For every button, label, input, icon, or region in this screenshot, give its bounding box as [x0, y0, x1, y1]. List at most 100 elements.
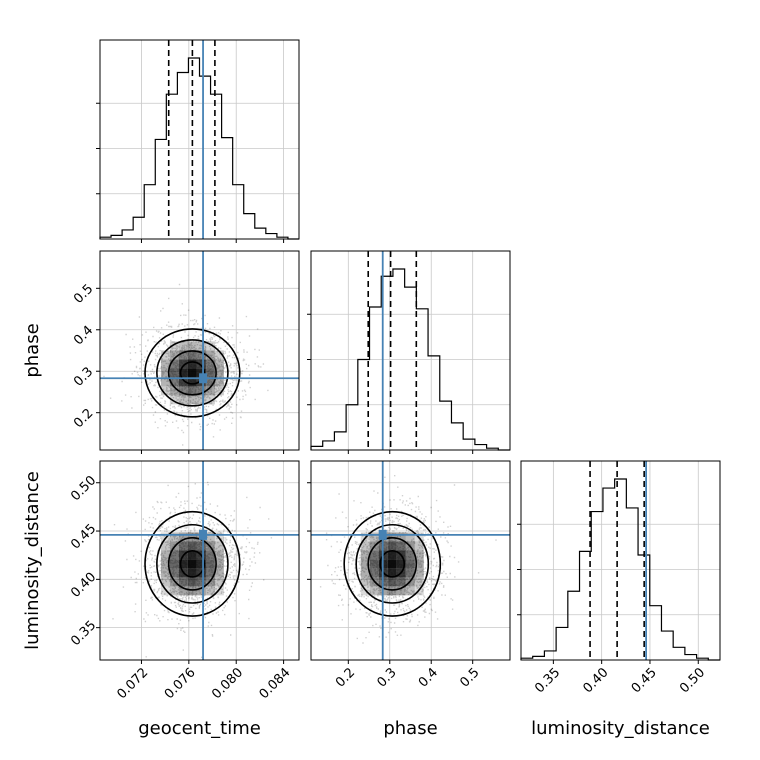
density-cell [196, 341, 206, 351]
density-cell [196, 350, 206, 360]
contour-3 [343, 510, 442, 617]
x-axis-label-geocent_time: geocent_time [138, 718, 261, 739]
density-cell [169, 586, 179, 596]
panel-frame [99, 460, 300, 661]
density-cell [196, 577, 206, 587]
density-cell [160, 368, 170, 378]
y-tick-label: 0.4 [71, 323, 96, 348]
y-tick-label: 0.3 [71, 365, 96, 390]
density-cell [160, 559, 170, 569]
density-cell [214, 541, 224, 551]
density-cell [369, 568, 379, 578]
density-cell [178, 359, 188, 369]
hist-panel-geocent_time [96, 39, 300, 243]
x-tick-label: 0.45 [629, 665, 660, 696]
density-cell [214, 568, 224, 578]
density-cell [169, 359, 179, 369]
density-cell [196, 559, 206, 569]
contour-2 [156, 523, 229, 604]
x-tick-label: 0.4 [416, 665, 441, 690]
density-cell [205, 532, 215, 542]
density-cell [205, 586, 215, 596]
density-cell [360, 541, 370, 551]
density-cell [214, 586, 224, 596]
density-cell [414, 541, 424, 551]
hist-panel-luminosity_distance [517, 460, 721, 664]
contour-1 [367, 536, 418, 591]
density-cell [387, 586, 397, 596]
density-cell [205, 568, 215, 578]
contour-0 [179, 361, 206, 385]
density-cell [187, 395, 197, 405]
x-tick-label: 0.080 [209, 665, 246, 702]
density-cell [160, 586, 170, 596]
truth-point [199, 373, 208, 384]
contour-0 [179, 550, 206, 578]
density-cell [169, 377, 179, 387]
density-cell [214, 550, 224, 560]
density-cell [178, 577, 188, 587]
density-cell [214, 577, 224, 587]
density-cell [160, 532, 170, 542]
density-cell [387, 550, 397, 560]
density-cell [214, 386, 224, 396]
x-tick-label: 0.5 [457, 665, 482, 690]
density-cell [160, 377, 170, 387]
density-cell [205, 377, 215, 387]
density-cell [169, 568, 179, 578]
density-cell [205, 350, 215, 360]
contour-1 [167, 536, 217, 591]
density-cell [196, 368, 206, 378]
density-cell [405, 586, 415, 596]
histogram-luminosity_distance [520, 478, 720, 661]
contour-3 [144, 510, 241, 617]
density-cell [169, 368, 179, 378]
density-cell [187, 359, 197, 369]
density-cell [178, 368, 188, 378]
density-cell [178, 541, 188, 551]
density-cell [414, 550, 424, 560]
x-tick-label: 0.50 [677, 665, 708, 696]
density-cell [178, 532, 188, 542]
2d-panel-geocent_time-phase [96, 250, 300, 454]
density-cell [178, 586, 188, 596]
density-cell [396, 577, 406, 587]
density-cell [196, 359, 206, 369]
density-cell [405, 559, 415, 569]
density-cell [187, 386, 197, 396]
density-cell [160, 550, 170, 560]
density-cell [187, 541, 197, 551]
density-cell [387, 577, 397, 587]
density-cell [369, 559, 379, 569]
panel-content [100, 461, 299, 660]
density-cell [214, 359, 224, 369]
contour-0 [379, 550, 406, 578]
density-cell [360, 577, 370, 587]
density-cell [187, 586, 197, 596]
density-cell [160, 359, 170, 369]
density-cell [169, 350, 179, 360]
density-cell [214, 368, 224, 378]
density-cell [396, 559, 406, 569]
density-cell [214, 377, 224, 387]
density-cell [169, 550, 179, 560]
density-cell [387, 532, 397, 542]
density-cell [405, 550, 415, 560]
y-axis-label-phase: phase [22, 323, 43, 377]
density-cell [396, 532, 406, 542]
density-cell [196, 395, 206, 405]
density-cell [360, 550, 370, 560]
density-cell [187, 377, 197, 387]
x-tick-label: 0.076 [162, 665, 199, 702]
density-cell [160, 541, 170, 551]
y-tick-label: 0.35 [68, 618, 99, 649]
panel-frame [99, 250, 300, 451]
density-cell [187, 559, 197, 569]
panel-frame [310, 250, 511, 451]
density-cell [387, 568, 397, 578]
density-cell [160, 577, 170, 587]
hist-panel-phase [307, 250, 511, 454]
x-tick-label: 0.2 [333, 665, 358, 690]
density-cell [360, 559, 370, 569]
contour-1 [167, 350, 217, 396]
